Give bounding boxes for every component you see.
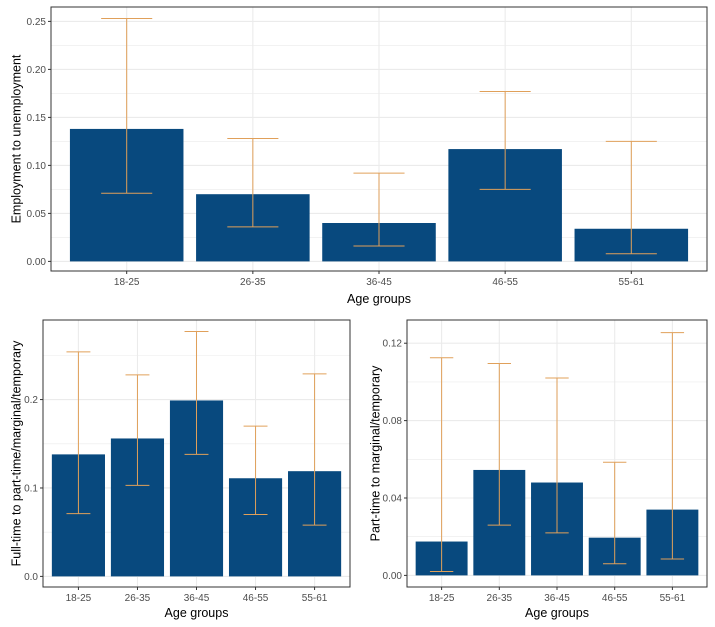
errorbar-55-61	[605, 140, 657, 255]
x-tick-label: 26-35	[125, 593, 151, 604]
errorbar-36-45	[545, 377, 569, 534]
chart-panel-3: 0.00 0.04 0.08 0.12 18-25 26-35 36-45 46-55 55-6…	[368, 319, 708, 620]
errorbar-26-35	[227, 138, 279, 228]
y-tick-label: 0.15	[27, 113, 47, 124]
x-tick-label: 55-61	[660, 593, 686, 604]
y-tick-label: 0.05	[27, 209, 47, 220]
chart-panel-2: 0.0 0.1 0.2 18-25 26-35 36-45 46-55 55-61 Age gr…	[9, 319, 351, 620]
chart-panel-1: 0.00 0.05 0.10 0.15 0.20 0.25 18-25 26-35 36-45 4…	[9, 6, 708, 306]
y-tick-label: 0.12	[383, 339, 403, 350]
x-tick-label: 36-45	[544, 593, 570, 604]
x-tick-label: 46-55	[492, 277, 518, 288]
y-tick-label: 0.25	[27, 17, 47, 28]
x-tick-label: 36-45	[184, 593, 210, 604]
x-tick-label: 26-35	[240, 277, 266, 288]
errorbar-36-45	[353, 172, 405, 247]
x-tick-label: 26-35	[487, 593, 513, 604]
errorbar-46-55	[243, 425, 268, 516]
x-tick-label: 18-25	[114, 277, 140, 288]
y-axis-title: Part-time to marginal/temporary	[368, 365, 382, 542]
errorbar-55-61	[660, 332, 685, 560]
y-tick-label: 0.08	[383, 416, 403, 427]
errorbar-36-45	[184, 330, 209, 455]
errorbar-18-25	[101, 18, 153, 194]
x-tick-label: 55-61	[302, 593, 328, 604]
x-tick-label: 18-25	[429, 593, 455, 604]
x-axis-title: Age groups	[347, 292, 411, 306]
errorbar-26-35	[125, 374, 150, 486]
x-tick-label: 18-25	[66, 593, 92, 604]
errorbar-55-61	[302, 373, 327, 526]
errorbar-26-35	[487, 363, 511, 526]
x-tick-label: 55-61	[619, 277, 645, 288]
y-tick-label: 0.10	[27, 161, 47, 172]
y-tick-label: 0.20	[27, 65, 47, 76]
x-axis-title: Age groups	[525, 606, 589, 620]
x-tick-label: 46-55	[602, 593, 628, 604]
x-tick-label: 46-55	[243, 593, 269, 604]
y-tick-label: 0.1	[24, 483, 38, 494]
errorbar-18-25	[66, 351, 91, 515]
y-tick-label: 0.2	[24, 395, 38, 406]
y-axis-title: Full-time to part-time/marginal/temporar…	[9, 340, 23, 567]
y-tick-label: 0.00	[383, 571, 403, 582]
errorbar-18-25	[429, 357, 454, 573]
errorbar-46-55	[603, 461, 627, 565]
x-tick-label: 36-45	[366, 277, 392, 288]
errorbar-46-55	[479, 90, 531, 190]
x-axis-title: Age groups	[165, 606, 229, 620]
y-tick-label: 0.0	[24, 572, 38, 583]
y-tick-label: 0.04	[383, 494, 403, 505]
y-tick-label: 0.00	[27, 257, 47, 268]
y-axis-title: Employment to unemployment	[9, 54, 23, 223]
